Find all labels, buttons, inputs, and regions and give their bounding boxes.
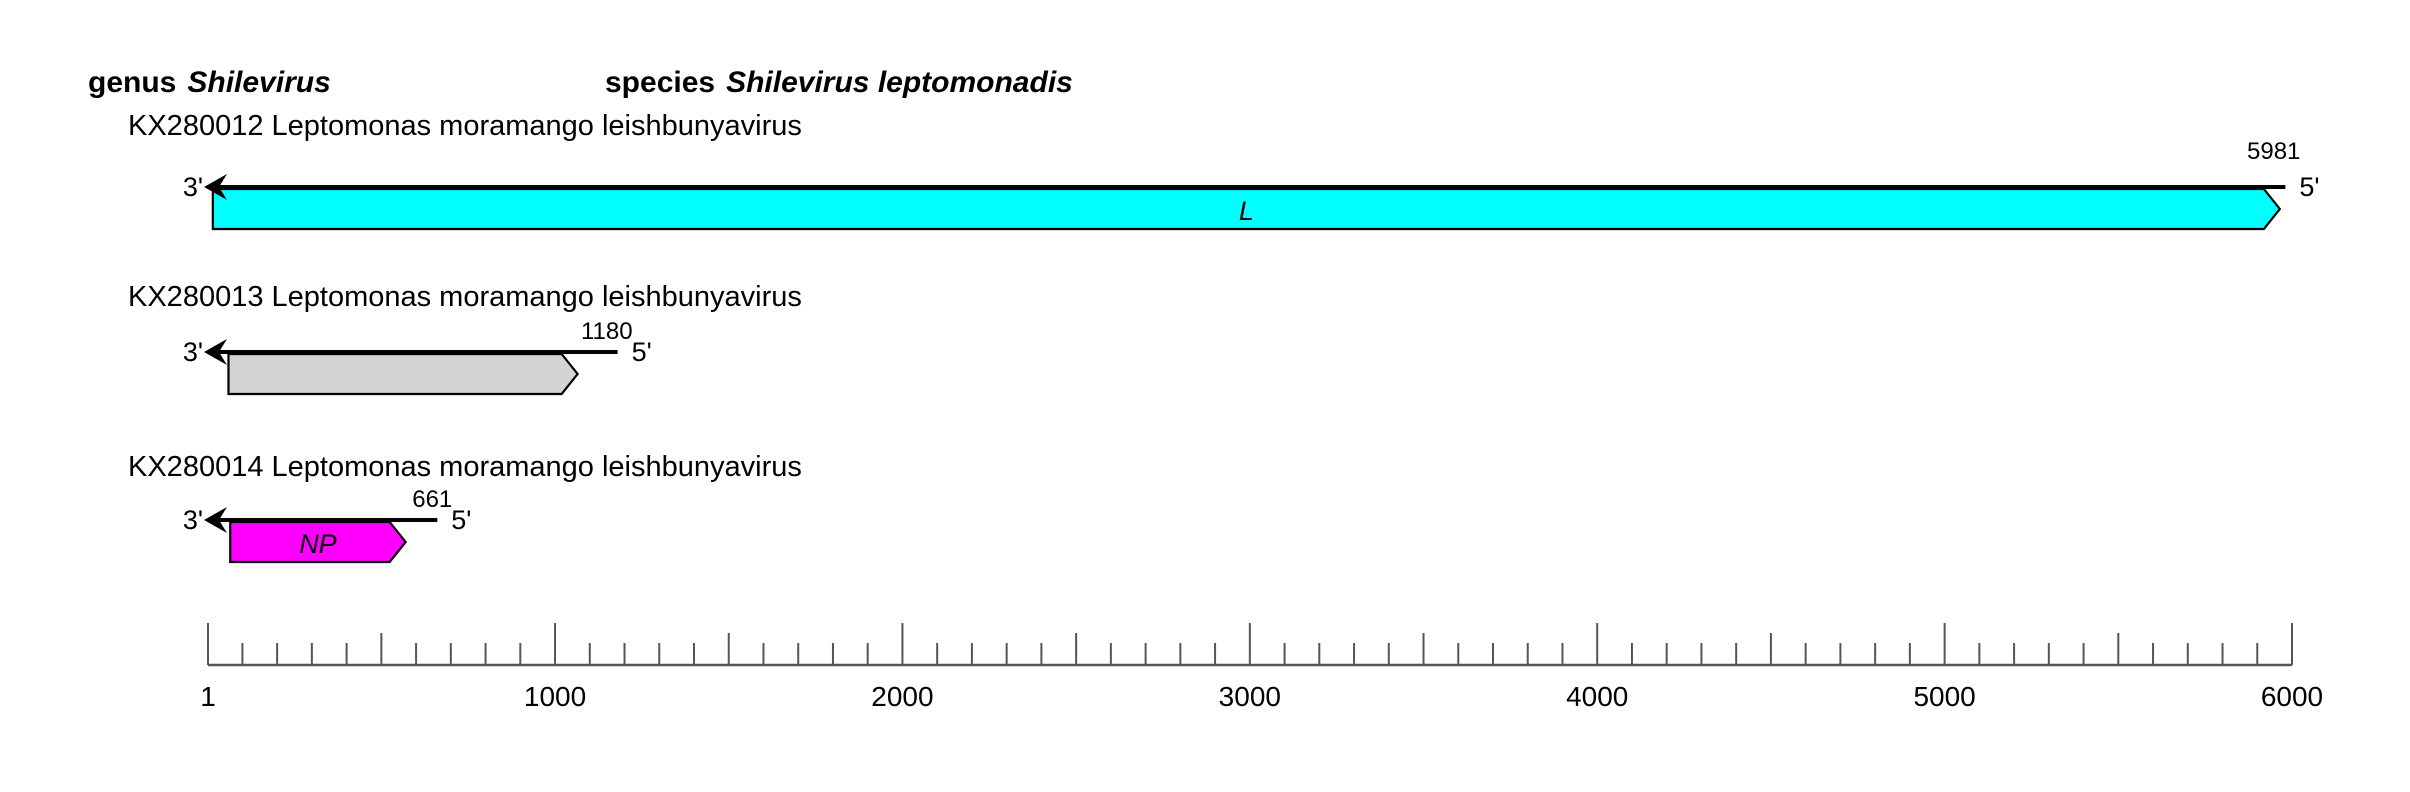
- segment-accession-label: KX280013 Leptomonas moramango leishbunya…: [128, 281, 802, 313]
- genus-title: genus Shilevirus: [88, 66, 331, 100]
- three-prime-label: 3': [183, 172, 203, 202]
- five-prime-label: 5': [451, 505, 471, 535]
- three-prime-arrowhead: [204, 339, 227, 365]
- three-prime-label: 3': [183, 505, 203, 535]
- ruler-tick-label: 5000: [1913, 681, 1975, 712]
- genus-name: Shilevirus: [187, 66, 331, 99]
- orf-name-label: L: [1239, 196, 1254, 226]
- ruler-tick-label: 1000: [524, 681, 586, 712]
- five-prime-label: 5': [2299, 172, 2319, 202]
- ruler-tick-label: 3000: [1219, 681, 1281, 712]
- three-prime-arrowhead: [204, 174, 227, 200]
- segment-accession-label: KX280012 Leptomonas moramango leishbunya…: [128, 110, 802, 142]
- ruler-tick-label: 2000: [871, 681, 933, 712]
- species-title: species Shilevirus leptomonadis: [605, 66, 1073, 100]
- segment-length-label: 5981: [2247, 138, 2300, 165]
- orf-name-label: NP: [299, 529, 337, 559]
- segment-length-label: 661: [412, 486, 452, 513]
- segment-accession-label: KX280014 Leptomonas moramango leishbunya…: [128, 451, 802, 483]
- three-prime-arrowhead: [204, 507, 227, 533]
- species-name: Shilevirus leptomonadis: [726, 66, 1073, 99]
- five-prime-label: 5': [632, 337, 652, 367]
- ruler-tick-label: 1: [200, 681, 216, 712]
- segment-length-label: 1180: [581, 318, 633, 345]
- ruler-tick-label: 6000: [2261, 681, 2323, 712]
- three-prime-label: 3': [183, 337, 203, 367]
- genus-word: genus: [88, 66, 177, 99]
- species-word: species: [605, 66, 716, 99]
- ruler-tick-label: 4000: [1566, 681, 1628, 712]
- orf-arrow: [227, 352, 580, 396]
